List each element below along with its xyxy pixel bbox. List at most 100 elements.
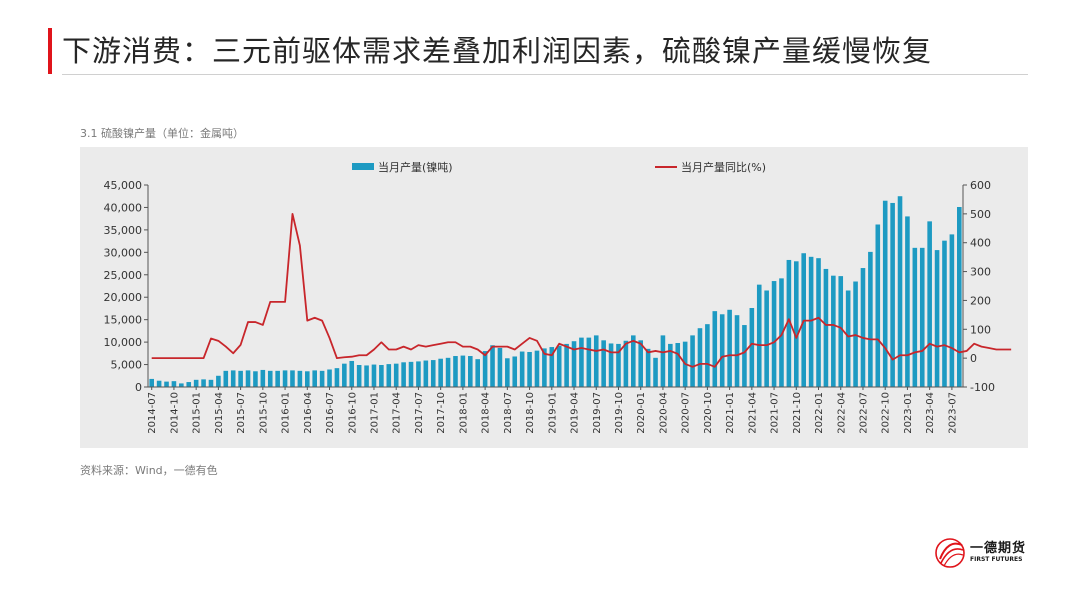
- left-tick-label: 25,000: [104, 269, 143, 282]
- bar: [631, 335, 636, 387]
- left-tick-label: 5,000: [111, 359, 143, 372]
- left-tick-label: 40,000: [104, 201, 143, 214]
- bar: [742, 325, 747, 387]
- x-tick-label: 2014-10: [169, 392, 180, 434]
- bar: [171, 381, 177, 387]
- bar: [327, 369, 332, 387]
- bar: [149, 378, 154, 387]
- x-tick-label: 2017-04: [392, 392, 403, 434]
- bar: [890, 202, 895, 387]
- left-tick-label: 0: [135, 381, 142, 394]
- bar: [334, 368, 340, 387]
- bar: [512, 356, 518, 387]
- logo-swirl-icon: [935, 538, 965, 568]
- bar: [942, 240, 947, 387]
- x-tick-label: 2015-07: [236, 392, 247, 434]
- left-tick-label: 10,000: [104, 336, 143, 349]
- bar: [445, 357, 451, 387]
- source-note: 资料来源：Wind，一德有色: [80, 464, 218, 477]
- x-tick-label: 2015-01: [192, 392, 203, 434]
- x-tick-label: 2021-01: [725, 392, 736, 434]
- bar: [156, 380, 162, 387]
- bar: [653, 357, 658, 387]
- bar: [771, 281, 777, 387]
- bar: [216, 375, 221, 387]
- x-tick-label: 2023-04: [925, 392, 936, 434]
- right-tick-label: 500: [970, 208, 991, 221]
- bar: [290, 370, 295, 387]
- bar: [475, 359, 480, 387]
- bar: [579, 337, 584, 387]
- left-tick-label: 20,000: [104, 291, 143, 304]
- bar: [238, 370, 243, 387]
- bar: [838, 276, 844, 387]
- right-tick-label: 0: [970, 352, 977, 365]
- right-tick-label: 200: [970, 294, 991, 307]
- x-tick-label: 2020-01: [636, 392, 647, 434]
- x-tick-label: 2018-10: [525, 392, 536, 434]
- x-tick-label: 2019-01: [547, 392, 558, 434]
- bar: [319, 370, 325, 387]
- bar: [816, 258, 821, 387]
- bar: [645, 348, 651, 387]
- x-axis: 2014-07 2014-10 2015-01 2015-04 2015-07 2015-…: [147, 386, 963, 434]
- bar: [845, 290, 851, 387]
- bar: [779, 278, 784, 387]
- line-series: [151, 212, 1012, 368]
- bar: [749, 308, 755, 387]
- bar: [549, 347, 555, 387]
- logo-english-name: FIRST FUTURES: [970, 556, 1023, 563]
- bar: [957, 207, 962, 387]
- bar: [460, 355, 466, 387]
- x-tick-label: 2014-07: [147, 392, 158, 434]
- bar: [638, 340, 643, 387]
- x-tick-label: 2023-01: [903, 392, 914, 434]
- bar: [497, 347, 503, 387]
- x-tick-label: 2016-04: [303, 392, 314, 434]
- bar: [453, 356, 458, 387]
- bar: [571, 341, 577, 387]
- bar: [734, 315, 740, 387]
- bar: [393, 363, 399, 387]
- bar: [490, 345, 495, 387]
- bar-series: [149, 196, 962, 387]
- bar: [927, 221, 932, 387]
- right-tick-label: 300: [970, 266, 991, 279]
- bar: [808, 256, 814, 387]
- x-tick-label: 2020-10: [703, 392, 714, 434]
- x-tick-label: 2022-01: [814, 392, 825, 434]
- x-tick-label: 2017-07: [414, 392, 425, 434]
- bar: [623, 340, 629, 387]
- bar: [712, 311, 718, 387]
- x-tick-label: 2021-07: [770, 392, 781, 434]
- x-tick-label: 2017-10: [436, 392, 447, 434]
- right-tick-label: -100: [970, 381, 995, 394]
- bar: [764, 290, 769, 387]
- x-tick-label: 2017-01: [369, 392, 380, 434]
- bar: [668, 343, 673, 387]
- x-tick-label: 2022-10: [881, 392, 892, 434]
- bar: [208, 379, 214, 387]
- left-axis: 0 5,000 10,000 15,000 20,000 25,000 30,000 35,0…: [104, 179, 149, 394]
- bar: [230, 370, 236, 387]
- bar: [245, 370, 251, 387]
- bar: [882, 200, 888, 387]
- bar: [601, 340, 606, 387]
- x-tick-label: 2016-01: [281, 392, 292, 434]
- left-tick-label: 15,000: [104, 314, 143, 327]
- bar: [386, 364, 392, 387]
- logo-name: 一德期货: [970, 541, 1027, 556]
- bar: [556, 345, 562, 387]
- bar: [586, 337, 592, 387]
- bar: [267, 370, 273, 387]
- chart-caption: 3.1 硫酸镍产量（单位：金属吨）: [80, 127, 244, 140]
- bar: [593, 335, 599, 387]
- bar: [408, 361, 414, 387]
- bar: [349, 360, 355, 387]
- title-accent-bar: [48, 28, 52, 74]
- bar: [727, 309, 732, 387]
- bar: [482, 351, 488, 387]
- bar: [897, 196, 903, 387]
- left-tick-label: 45,000: [104, 179, 143, 192]
- bar: [608, 343, 614, 387]
